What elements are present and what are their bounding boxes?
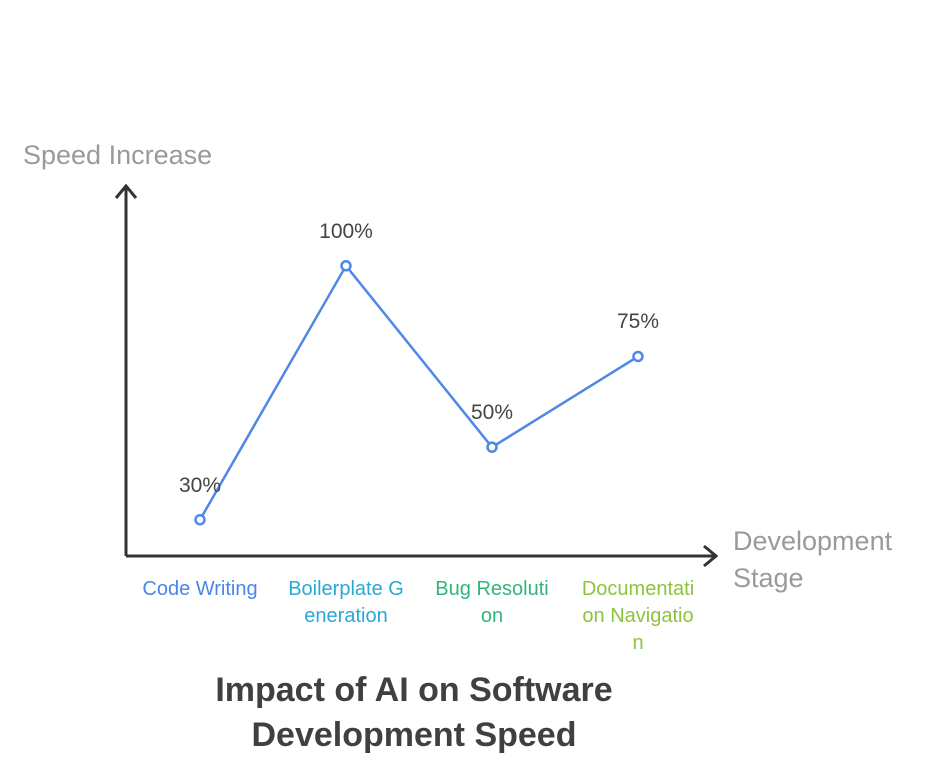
- x-tick-label: Documentation Navigation: [581, 578, 695, 654]
- x-tick-label: Code Writing: [142, 578, 258, 600]
- data-point: [486, 441, 498, 453]
- data-line: [198, 263, 639, 521]
- axes: [114, 183, 719, 568]
- value-label: 30%: [178, 473, 222, 497]
- y-axis-arrow: [114, 183, 138, 199]
- x-axis-label: Development Stage: [733, 526, 893, 593]
- value-label: 100%: [319, 219, 373, 243]
- x-axis-arrow: [703, 544, 719, 568]
- data-point: [194, 513, 206, 526]
- value-label: 75%: [616, 310, 660, 334]
- x-tick-label: Bug Resolution: [435, 578, 549, 627]
- x-tick-label: Boilerplate Generation: [288, 578, 404, 627]
- data-point: [340, 260, 352, 272]
- data-point: [632, 350, 644, 363]
- chart-title: Impact of AI on Software Development Spe…: [215, 671, 613, 754]
- y-axis-label: Speed Increase: [23, 140, 213, 170]
- value-label: 50%: [470, 401, 514, 425]
